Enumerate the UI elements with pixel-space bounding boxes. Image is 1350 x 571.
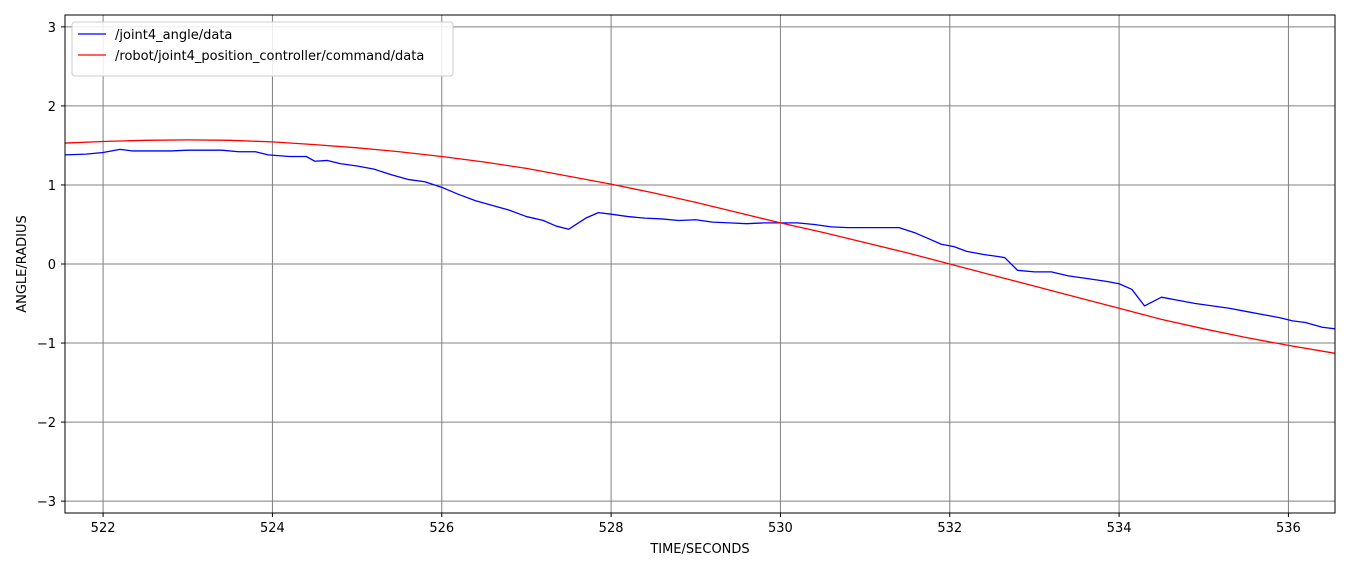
plot-series (64, 139, 1336, 354)
y-tick-label: 3 (48, 21, 56, 36)
y-tick-label: 1 (48, 179, 56, 194)
legend: /joint4_angle/data/robot/joint4_position… (71, 21, 454, 77)
x-tick-label: 526 (429, 521, 454, 536)
y-tick-label: 2 (48, 100, 56, 115)
x-tick-label: 532 (937, 521, 962, 536)
x-tick-label: 530 (768, 521, 793, 536)
legend-box (71, 21, 454, 77)
x-tick-label: 534 (1107, 521, 1132, 536)
x-tick-label: 524 (260, 521, 285, 536)
grid-lines (65, 15, 1335, 513)
legend-label: /robot/joint4_position_controller/comman… (115, 49, 424, 64)
series-line-1 (64, 148, 1336, 330)
axis-ticks: 522 524 526 528 530 532 534 536 3 2 1 0 −1 −2 −3 (37, 21, 1301, 536)
series-line-2 (64, 139, 1336, 354)
y-tick-label: −1 (37, 337, 56, 352)
x-tick-label: 528 (599, 521, 624, 536)
y-tick-label: −2 (37, 416, 56, 431)
legend-label: /joint4_angle/data (115, 28, 232, 43)
y-axis-label: ANGLE/RADIUS (15, 215, 30, 313)
y-tick-label: −3 (37, 495, 56, 510)
x-axis-label: TIME/SECONDS (649, 542, 749, 557)
x-tick-label: 536 (1276, 521, 1301, 536)
y-tick-label: 0 (48, 258, 56, 273)
x-tick-label: 522 (91, 521, 116, 536)
